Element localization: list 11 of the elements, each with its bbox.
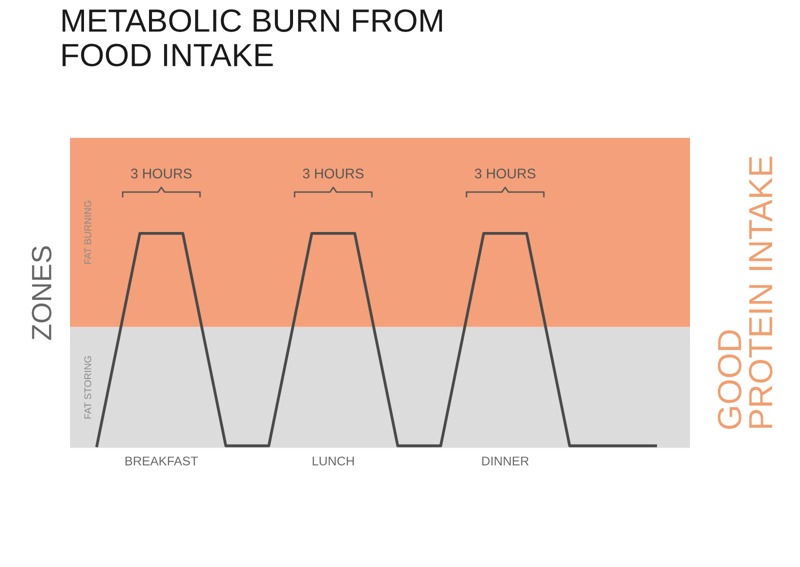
x-tick-label: DINNER <box>482 456 529 466</box>
text: 3 HOURS <box>474 168 536 178</box>
x-tick-label: BREAKFAST <box>126 456 198 466</box>
x-tick-label: LUNCH <box>312 456 354 466</box>
y-axis-title: ZONES <box>32 246 52 340</box>
text: 3 HOURS <box>130 168 192 178</box>
band-label: FAT STORING <box>84 356 92 418</box>
text: GOOD PROTEIN INTAKE <box>718 156 772 429</box>
chart-title: METABOLIC BURN FROM FOOD INTAKE <box>62 9 442 66</box>
text: 3 HOURS <box>302 168 364 178</box>
band-label: FAT BURNING <box>84 200 92 264</box>
